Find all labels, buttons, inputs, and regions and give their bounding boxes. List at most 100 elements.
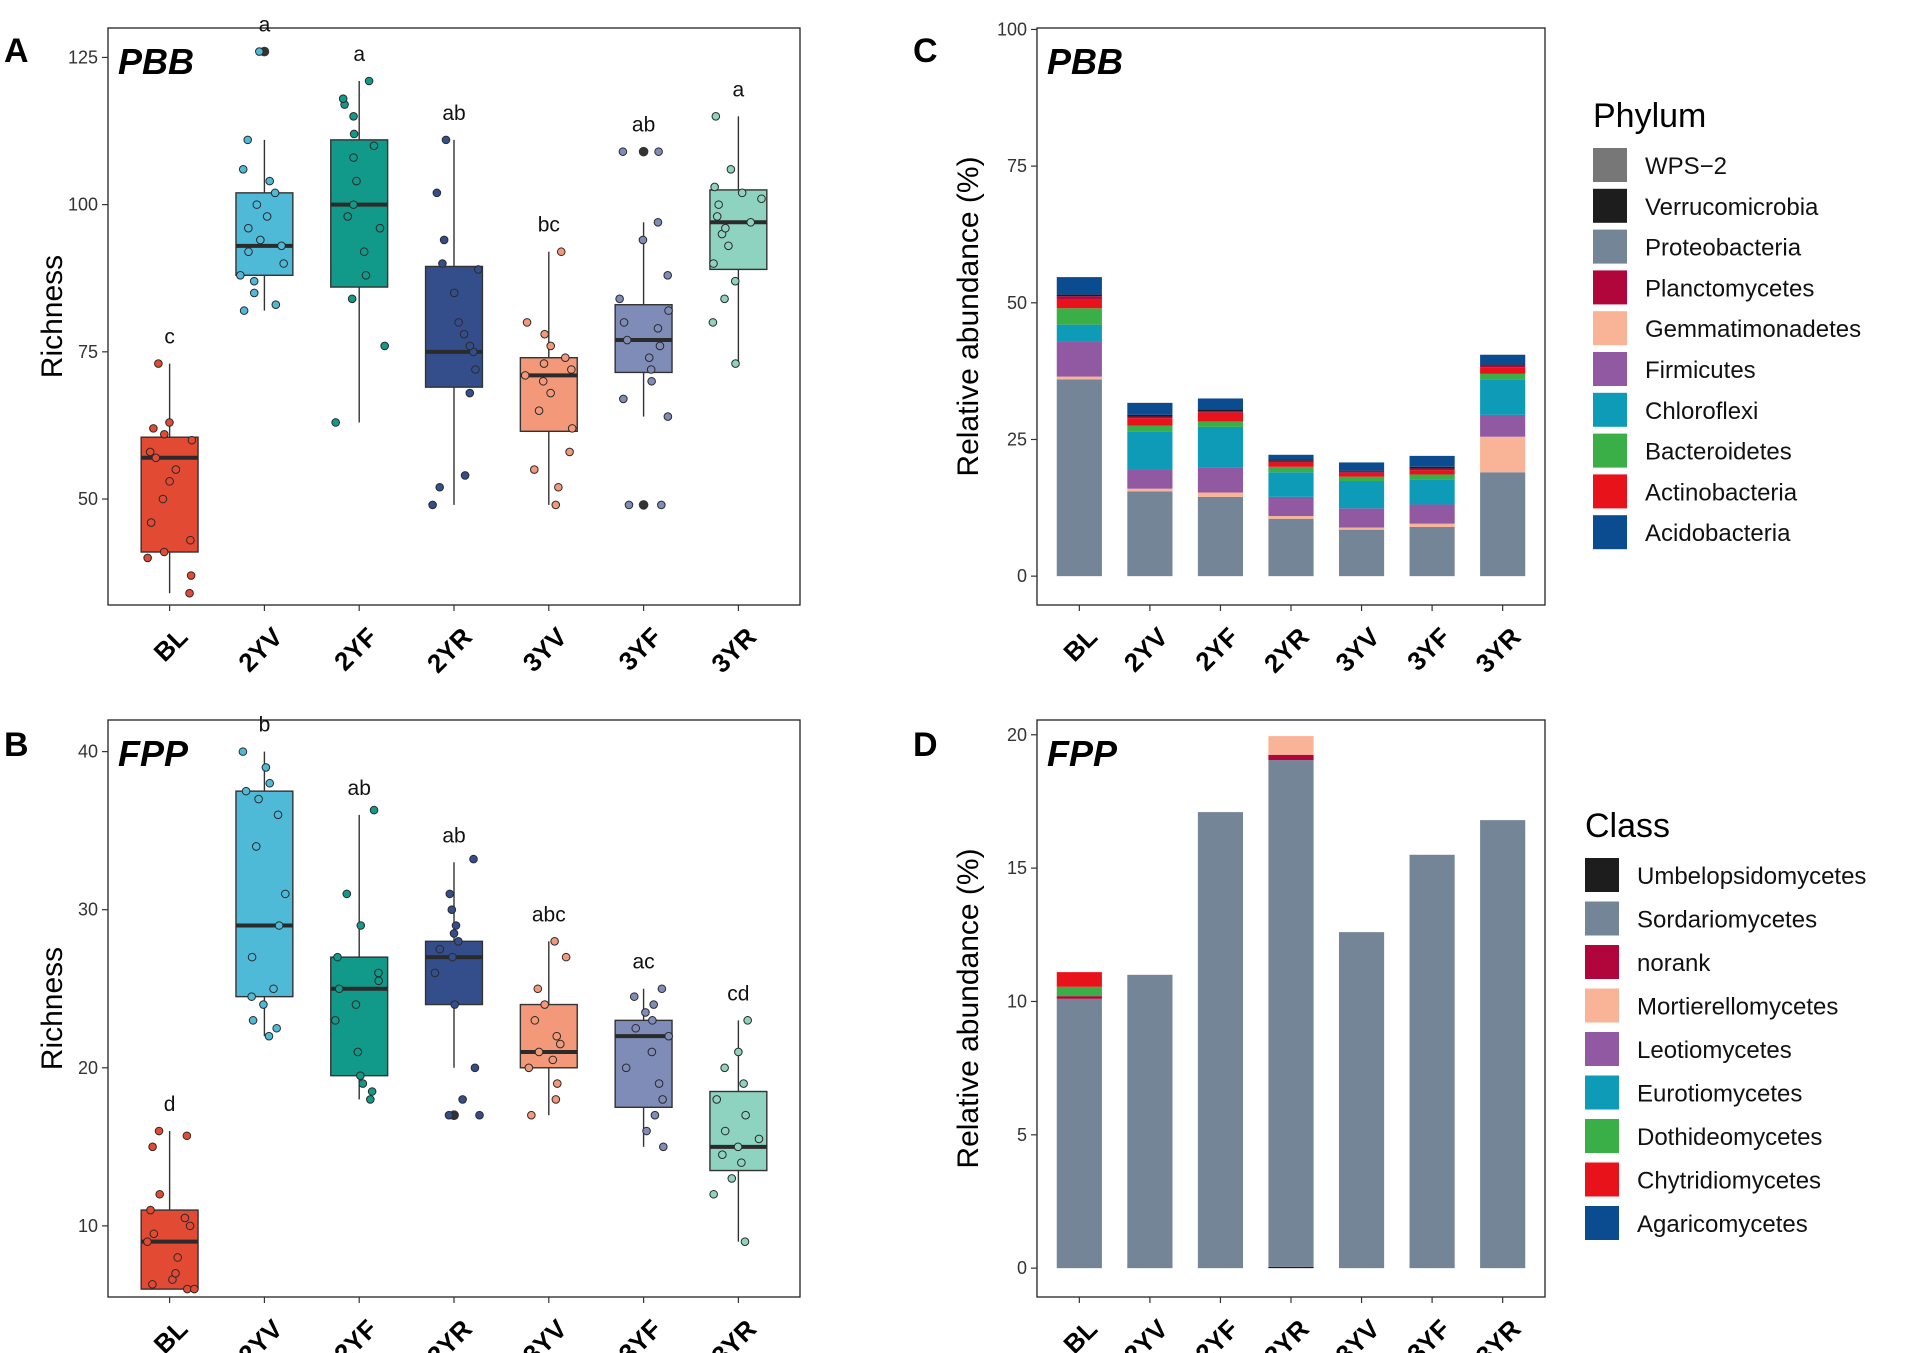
y-axis-label-B: Richness xyxy=(36,947,69,1070)
data-point-3YR xyxy=(737,1158,746,1167)
x-tick-label-C: 2YV xyxy=(1118,621,1174,677)
data-point-2YR xyxy=(438,259,447,268)
data-point-3YR xyxy=(720,294,729,304)
data-point-3YR xyxy=(757,194,766,204)
data-point-2YF xyxy=(374,976,383,986)
data-point-3YF xyxy=(657,984,667,994)
bar-segment-3YV-Proteobacteria xyxy=(1338,529,1385,577)
data-point-3YR xyxy=(721,223,730,233)
panel-title-A: PBB xyxy=(118,41,194,82)
data-point-2YF xyxy=(338,94,348,103)
bar-segment-3YF-Sordariomycetes xyxy=(1409,854,1455,1269)
legend-swatch xyxy=(1593,352,1627,386)
bar-segment-2YR-Firmicutes xyxy=(1268,496,1314,517)
bar-segment-3YR-Actinobacteria xyxy=(1480,367,1526,374)
legend-swatch xyxy=(1593,392,1627,427)
bar-segment-2YF-Gemmatimonadetes xyxy=(1197,492,1244,497)
data-point-3YV xyxy=(539,359,549,368)
x-tick-label-B: 2YF xyxy=(328,1314,383,1353)
data-point-3YR xyxy=(708,318,718,327)
data-point-2YR xyxy=(439,235,449,245)
significance-label-3YR: a xyxy=(733,78,745,101)
x-tick-label-D: 3YV xyxy=(1329,1313,1385,1353)
x-tick-label-B: 2YR xyxy=(421,1313,478,1353)
data-point-2YR xyxy=(451,921,461,930)
bar-segment-3YF-Bacteroidetes xyxy=(1409,474,1455,480)
significance-label-3YR: cd xyxy=(727,982,749,1005)
data-point-2YR xyxy=(465,388,475,398)
legend-item-D: norank xyxy=(1637,950,1711,977)
data-point-3YV xyxy=(556,247,566,257)
bar-segment-3YV-Sordariomycetes xyxy=(1338,932,1385,1269)
y-tick-label-D: 10 xyxy=(1007,991,1027,1011)
bar-segment-2YR-Mortierellomycetes xyxy=(1268,736,1314,755)
data-point-BL xyxy=(159,429,169,439)
y-tick-label-A: 75 xyxy=(78,342,98,362)
data-point-3YF xyxy=(653,323,663,333)
bar-segment-3YF-Gemmatimonadetes xyxy=(1409,523,1455,527)
data-point-3YV xyxy=(540,329,549,339)
data-point-3YF xyxy=(658,1095,667,1104)
data-point-2YV xyxy=(247,952,257,962)
bar-segment-2YV-Proteobacteria xyxy=(1127,491,1173,577)
data-point-2YR xyxy=(454,318,463,327)
bar-segment-2YR-Actinobacteria xyxy=(1268,462,1314,467)
data-point-3YR xyxy=(739,1079,748,1088)
panel-label-A: A xyxy=(4,32,29,70)
bar-segment-3YR-Proteobacteria xyxy=(1480,472,1526,577)
x-tick-label-A: 3YV xyxy=(517,621,573,677)
data-point-BL xyxy=(185,1221,195,1231)
legend-swatch xyxy=(1585,858,1619,892)
data-point-BL xyxy=(148,1142,157,1152)
data-point-2YV xyxy=(249,288,259,298)
bar-segment-2YF-Verrucomicrobia xyxy=(1197,409,1244,412)
legend-item-D: Umbelopsidomycetes xyxy=(1637,863,1866,890)
bar-segment-3YR-Verrucomicrobia xyxy=(1480,364,1526,366)
bar-segment-2YV-Firmicutes xyxy=(1127,469,1173,489)
data-point-3YF xyxy=(654,147,663,156)
box-3YR xyxy=(709,1090,768,1172)
data-point-2YF xyxy=(330,1016,340,1025)
data-point-BL xyxy=(187,435,197,445)
data-point-3YF xyxy=(653,217,663,227)
bar-segment-3YF-Verrucomicrobia xyxy=(1409,466,1455,469)
data-point-2YR xyxy=(430,968,440,978)
data-point-2YF xyxy=(353,1047,363,1057)
legend-swatch xyxy=(1585,988,1619,1023)
bar-segment-BL-Gemmatimonadetes xyxy=(1056,376,1102,380)
y-tick-label-B: 10 xyxy=(78,1216,98,1236)
data-point-2YV xyxy=(236,270,245,280)
data-point-3YF xyxy=(618,147,628,156)
legend-swatch xyxy=(1585,1075,1619,1110)
data-point-3YF xyxy=(664,306,673,315)
data-point-2YV xyxy=(265,778,275,788)
data-point-3YR xyxy=(724,241,733,251)
data-point-2YV xyxy=(272,1023,281,1033)
data-point-3YV xyxy=(551,1095,561,1104)
panel-label-D: D xyxy=(913,726,938,764)
x-tick-label-C: 3YR xyxy=(1470,621,1527,678)
data-point-3YF xyxy=(655,341,665,351)
bar-segment-BL-norank xyxy=(1056,996,1102,999)
y-tick-label-C: 25 xyxy=(1007,429,1027,449)
legend-item-C: Chloroflexi xyxy=(1645,398,1758,425)
box-2YF xyxy=(330,139,389,288)
data-point-3YF xyxy=(622,335,632,345)
data-point-2YV xyxy=(274,921,284,930)
data-point-3YV xyxy=(550,937,559,946)
legend-swatch xyxy=(1585,901,1619,936)
data-point-3YV xyxy=(554,482,563,492)
data-point-2YV xyxy=(254,794,263,804)
bar-segment-BL-Bacteroidetes xyxy=(1056,308,1102,325)
bar-segment-BL-Actinobacteria xyxy=(1056,298,1102,309)
bar-segment-2YR-Gemmatimonadetes xyxy=(1268,516,1314,519)
data-point-3YV xyxy=(552,1031,562,1041)
data-point-3YR xyxy=(709,259,718,268)
box-3YV xyxy=(519,1003,578,1069)
data-point-BL xyxy=(171,465,181,474)
data-point-2YF xyxy=(352,176,361,186)
data-point-3YR xyxy=(743,1016,752,1025)
y-tick-label-C: 50 xyxy=(1007,293,1027,313)
bar-segment-2YV-Actinobacteria xyxy=(1127,418,1173,426)
bar-segment-2YV-Verrucomicrobia xyxy=(1127,414,1173,417)
